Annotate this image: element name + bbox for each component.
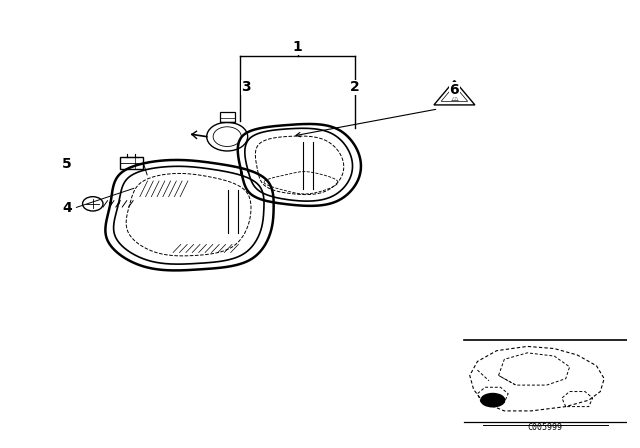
Text: 4: 4	[62, 201, 72, 215]
Text: C005999: C005999	[527, 423, 562, 432]
FancyBboxPatch shape	[120, 157, 143, 169]
Text: 3: 3	[241, 80, 252, 95]
FancyBboxPatch shape	[220, 112, 235, 122]
Text: 1: 1	[292, 40, 303, 54]
Circle shape	[481, 393, 505, 407]
Text: ⚠: ⚠	[451, 94, 458, 103]
Text: 5: 5	[62, 156, 72, 171]
Text: 2: 2	[350, 80, 360, 95]
Text: 6: 6	[449, 82, 460, 97]
